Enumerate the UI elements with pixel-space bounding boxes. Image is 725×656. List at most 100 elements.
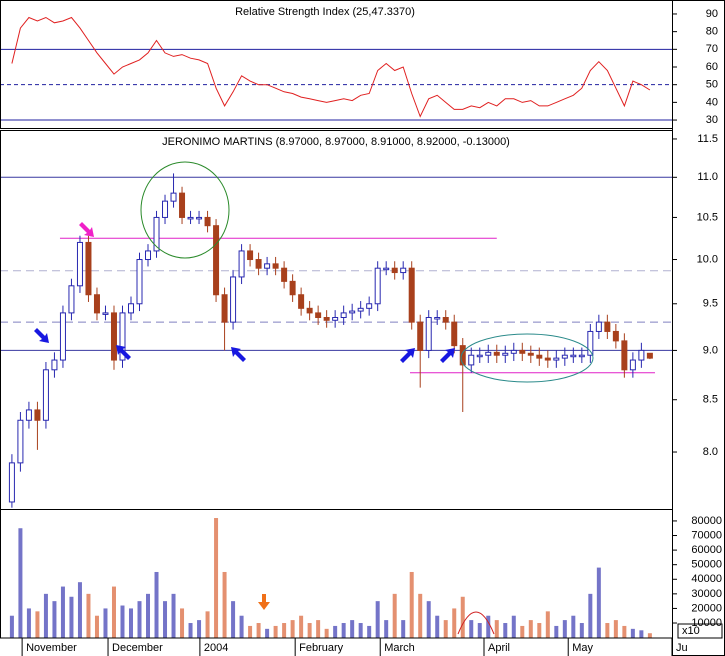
volume-bar [222,571,227,638]
volume-arc [457,611,495,635]
volume-bar [545,611,550,638]
candle-body [374,267,381,305]
candle-body [527,352,534,356]
volume-bar [435,615,440,638]
volume-bar [52,601,57,638]
volume-bar [103,608,108,638]
candle-body [76,241,83,287]
candle-body [264,263,271,269]
reference-lines [0,48,672,374]
multiplier-box [677,623,723,639]
candle-body [468,354,475,366]
y-tick-label: 9.5 [703,298,718,310]
volume-bar [341,623,346,638]
x-tick-label: February [299,642,344,654]
volume-bar [9,615,14,638]
rsi-line [11,16,651,118]
volume-tick-label: 40000 [691,573,722,585]
volume-bar [528,620,533,638]
volume-bar [647,633,652,638]
candle-body [85,241,92,296]
chart-title: JERONIMO MARTINS (8.97000, 8.97000, 8.91… [162,136,510,148]
volume-bar [43,593,48,638]
volume-bar [26,608,31,638]
volume-bar [256,623,261,638]
volume-bar [316,620,321,638]
candle-body [604,321,611,332]
candle-body [162,200,169,218]
highlight-ellipse [140,161,230,259]
candle-body [221,294,228,323]
volume-bar [333,625,338,638]
candle-body [349,310,356,314]
volume-bar [324,628,329,638]
arrow [116,345,131,360]
candle-body [536,354,543,359]
volume-bar [579,623,584,638]
volume-bar [205,611,210,638]
y-tick-label: 10.5 [697,211,718,223]
candle-body [629,359,636,371]
rsi-tick-label: 80 [706,26,718,38]
volume-bar [639,630,644,638]
arrow [440,348,455,363]
candle-body [408,267,415,323]
candle-body [179,192,186,218]
volume-tick-label: 60000 [691,544,722,556]
y-tick-label: 11.0 [697,171,718,183]
volume-tick-label: 50000 [691,559,722,571]
candle-body [247,250,254,261]
x-tick-label: December [112,642,163,654]
candle-body [323,317,330,321]
candle-body [502,352,509,356]
arrow [34,328,49,343]
candle-body [315,312,322,319]
rsi-tick-label: 90 [706,8,718,20]
candle-body [417,321,424,351]
candle-body [170,192,177,202]
candle-body [561,354,568,359]
candle-body [459,345,466,366]
volume-bar [486,615,491,638]
candle-body [400,267,407,274]
volume-bar [171,593,176,638]
volume-bar [239,615,244,638]
volume-bar [452,608,457,638]
candle-body [621,340,628,371]
volume-bar [520,625,525,638]
x-tick-label: March [384,642,415,654]
volume-bar [426,601,431,638]
candle-body [68,285,75,314]
candle-body [42,369,49,421]
candle-body [476,354,483,358]
volume-bar [358,623,363,638]
candle-body [442,317,449,323]
candle-body [102,312,109,315]
arrow [79,222,94,237]
volume-bar [613,620,618,638]
candle-body [485,351,492,356]
arrow [258,594,270,610]
volume-bar [596,567,601,638]
candle-body [425,317,432,351]
volume-bar [401,620,406,638]
volume-bar [77,582,82,638]
volume-bar [511,615,516,638]
arrow [231,347,246,362]
candle-body [289,280,296,296]
x-tick-label: 2004 [204,642,228,654]
volume-bar [460,596,465,638]
arrow [400,348,415,363]
candle-body [272,263,279,269]
candle-body [145,250,152,261]
volume-tick-label: 80000 [691,515,722,527]
volume-bar [111,586,116,638]
candle-body [153,216,160,252]
volume-bar [392,593,397,638]
volume-bar [622,625,627,638]
volume-bar [273,625,278,638]
candle-body [119,312,126,361]
candle-body [510,349,517,354]
candle-body [595,321,602,332]
